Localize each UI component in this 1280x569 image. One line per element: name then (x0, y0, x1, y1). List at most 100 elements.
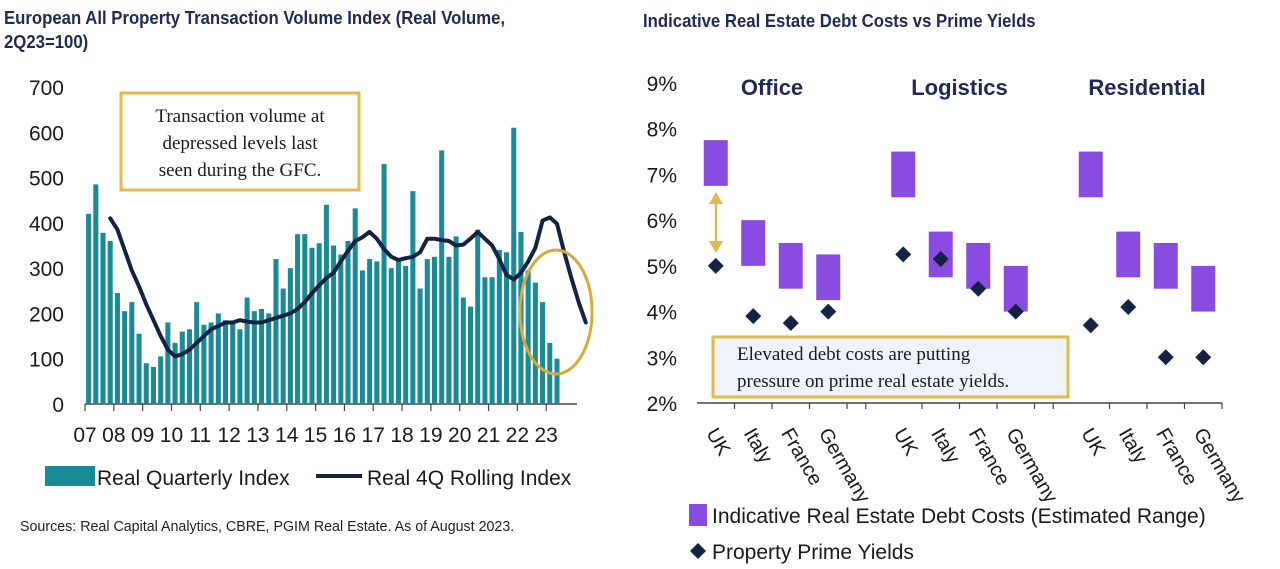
category-label: Italy (739, 425, 776, 468)
y-tick-label: 4% (647, 302, 677, 325)
quarterly-index-bar (453, 236, 459, 404)
debt-cost-range-bar (1078, 151, 1103, 198)
prime-yield-marker (1082, 317, 1099, 334)
x-tick-label: 20 (448, 424, 471, 447)
legend-label-debt-costs: Indicative Real Estate Debt Costs (Estim… (712, 505, 1206, 528)
category-label: Italy (926, 425, 963, 468)
x-tick-label: 08 (102, 424, 125, 447)
group-label: Office (741, 75, 803, 100)
quarterly-index-bar (93, 184, 99, 404)
quarterly-index-bar (345, 240, 351, 404)
x-tick-label: 23 (534, 424, 557, 447)
quarterly-index-bar (439, 150, 445, 404)
gfc-callout-line-3: seen during the GFC. (159, 160, 322, 181)
x-tick-label: 16 (333, 424, 356, 447)
y-tick-label: 0 (52, 394, 64, 417)
y-tick-label: 8% (647, 119, 677, 142)
y-tick-label: 700 (29, 77, 64, 100)
debt-cost-range-bar (741, 220, 766, 266)
legend-swatch-quarterly-index (45, 466, 95, 486)
left-chart-legend: Real Quarterly Index Real 4Q Rolling Ind… (45, 466, 572, 490)
quarterly-index-bar (230, 322, 236, 404)
group-label: Logistics (911, 75, 1008, 100)
legend-swatch-prime-yields (690, 543, 706, 559)
legend-label-quarterly-index: Real Quarterly Index (97, 467, 290, 490)
quarterly-index-bar (338, 254, 344, 404)
quarterly-index-bar (259, 308, 265, 404)
y-tick-label: 2% (647, 393, 677, 416)
prime-yield-marker (895, 246, 912, 263)
quarterly-index-bar (222, 320, 229, 404)
quarterly-index-bar (280, 288, 286, 404)
debt-cost-range-bar (1116, 231, 1141, 278)
quarterly-index-bar (467, 306, 474, 404)
prime-yield-marker (932, 251, 949, 267)
quarterly-index-bar (165, 322, 171, 404)
debt-cost-range-bar (928, 231, 953, 278)
quarterly-index-bar (482, 277, 488, 404)
quarterly-index-bar (381, 163, 387, 404)
debt-cost-range-bar (1153, 243, 1178, 289)
x-tick-label: 07 (73, 424, 96, 447)
quarterly-index-bar (403, 265, 409, 404)
debt-cost-range-bar (703, 140, 728, 186)
category-label: Germany (814, 425, 874, 507)
quarterly-index-bar (266, 313, 272, 404)
y-tick-label: 500 (29, 168, 64, 191)
quarterly-index-bar (186, 329, 193, 404)
y-tick-label: 600 (29, 122, 64, 145)
gfc-callout-line-1: Transaction volume at (155, 106, 325, 127)
quarterly-index-bar (143, 363, 149, 404)
right-chart-title: Indicative Real Estate Debt Costs vs Pri… (643, 11, 1036, 31)
quarterly-index-bar (309, 247, 315, 404)
quarterly-index-bar (511, 127, 517, 404)
debt-cost-range-bar (966, 243, 991, 289)
debt-cost-range-bar (778, 243, 803, 289)
quarterly-index-bar (504, 252, 510, 404)
quarterly-index-bar (158, 356, 164, 404)
right-chart-legend: Indicative Real Estate Debt Costs (Estim… (689, 504, 1206, 564)
quarterly-index-bar (179, 331, 185, 404)
quarterly-index-bar (496, 250, 502, 404)
prime-yield-marker (1120, 299, 1137, 315)
quarterly-index-bar (352, 208, 358, 404)
legend-label-prime-yields: Property Prime Yields (712, 541, 914, 564)
y-tick-label: 6% (647, 210, 677, 233)
x-tick-label: 15 (304, 424, 327, 447)
quarterly-index-bar (194, 302, 200, 404)
category-label: Germany (1001, 425, 1061, 507)
y-tick-label: 7% (647, 164, 677, 187)
x-tick-label: 12 (217, 424, 240, 447)
y-tick-label: 9% (647, 73, 677, 96)
quarterly-index-bar (417, 288, 423, 404)
quarterly-index-bar (395, 259, 401, 404)
quarterly-index-bar (244, 297, 250, 404)
quarterly-index-bar (367, 259, 373, 404)
y-tick-label: 400 (29, 213, 64, 236)
x-tick-label: 21 (477, 424, 500, 447)
prime-yield-marker (707, 257, 724, 274)
quarterly-index-bar (540, 302, 546, 404)
category-label: France (964, 425, 1014, 490)
category-label: UK (701, 425, 734, 461)
quarterly-index-bar (410, 191, 416, 404)
quarterly-index-bar (532, 282, 538, 404)
x-tick-label: 09 (131, 424, 154, 447)
debt-callout-line-1: Elevated debt costs are putting (737, 344, 971, 365)
quarterly-index-bar (273, 259, 279, 404)
quarterly-index-bar (114, 293, 120, 404)
prime-yield-marker (745, 308, 762, 325)
quarterly-index-bar (107, 240, 113, 404)
quarterly-index-bar (136, 333, 142, 404)
y-tick-label: 5% (647, 256, 677, 279)
quarterly-index-bar (431, 256, 438, 404)
debt-cost-range-bar (1191, 265, 1216, 312)
x-tick-label: 10 (160, 424, 183, 447)
debt-callout-line-2: pressure on prime real estate yields. (737, 371, 1009, 392)
group-label: Residential (1088, 75, 1205, 100)
quarterly-index-bar (554, 358, 560, 404)
quarterly-index-bar (208, 322, 214, 404)
gfc-callout: Transaction volume at depressed levels l… (119, 91, 361, 192)
category-label: Italy (1114, 425, 1151, 468)
legend-swatch-debt-costs (689, 504, 707, 526)
